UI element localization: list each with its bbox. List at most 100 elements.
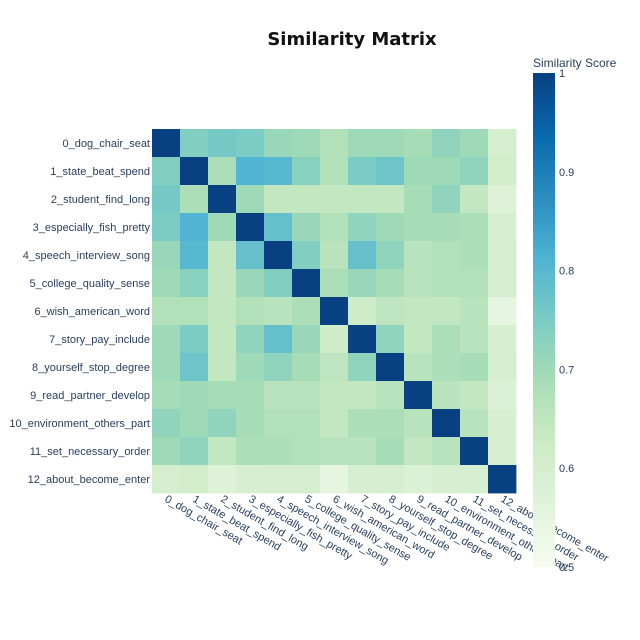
heatmap-cell (320, 437, 349, 466)
heatmap-cell (208, 325, 237, 354)
heatmap-cell (208, 437, 237, 466)
heatmap-cell (208, 213, 237, 242)
heatmap-cell (152, 297, 181, 326)
heatmap-cell (404, 437, 433, 466)
heatmap-cell (404, 409, 433, 438)
heatmap-cell (348, 185, 377, 214)
heatmap-cells (152, 129, 517, 494)
heatmap-cell (376, 325, 405, 354)
heatmap-cell (292, 297, 321, 326)
heatmap-cell (208, 465, 237, 494)
heatmap-cell (432, 213, 461, 242)
heatmap-cell (460, 409, 489, 438)
heatmap-cell (180, 381, 209, 410)
heatmap-cell (292, 465, 321, 494)
colorbar-tick-labels: 0.5 0.6 0.7 0.8 0.9 1 (559, 68, 574, 574)
heatmap-cell (208, 269, 237, 298)
y-tick-label: 12_about_become_enter (28, 474, 151, 486)
heatmap-cell (180, 213, 209, 242)
heatmap-cell (432, 129, 461, 158)
y-tick-label: 4_speech_interview_song (23, 250, 150, 262)
heatmap-cell (152, 353, 181, 382)
heatmap-cell (432, 465, 461, 494)
colorbar-tick-label: 0.6 (559, 463, 574, 475)
heatmap-cell (264, 437, 293, 466)
heatmap-cell (320, 381, 349, 410)
heatmap-cell (236, 409, 265, 438)
y-axis-tick-labels: 0_dog_chair_seat 1_state_beat_spend 2_stud… (9, 138, 150, 486)
heatmap-cell (208, 353, 237, 382)
colorbar-title: Similarity Score (533, 56, 617, 70)
heatmap-cell (320, 241, 349, 270)
heatmap-cell (404, 213, 433, 242)
heatmap-cell (152, 409, 181, 438)
heatmap-cell (264, 157, 293, 186)
heatmap-cell (432, 381, 461, 410)
heatmap-cell (432, 437, 461, 466)
y-tick-label: 1_state_beat_spend (50, 166, 150, 178)
heatmap-cell (236, 381, 265, 410)
heatmap-cell (348, 353, 377, 382)
heatmap-cell (236, 129, 265, 158)
y-tick-label: 2_student_find_long (51, 194, 150, 206)
heatmap-cell (404, 269, 433, 298)
heatmap-cell (236, 269, 265, 298)
heatmap-cell (404, 381, 433, 410)
heatmap-cell (376, 269, 405, 298)
heatmap-cell (292, 325, 321, 354)
y-tick-label: 10_environment_others_part (9, 418, 150, 430)
heatmap-cell (460, 437, 489, 466)
heatmap-cell (264, 269, 293, 298)
heatmap-cell (152, 465, 181, 494)
heatmap-cell (404, 157, 433, 186)
heatmap-cell (348, 129, 377, 158)
heatmap-cell (404, 297, 433, 326)
heatmap-cell (404, 465, 433, 494)
heatmap-cell (320, 129, 349, 158)
colorbar-tick-label: 0.8 (559, 266, 574, 278)
heatmap-cell (208, 185, 237, 214)
heatmap-cell (292, 157, 321, 186)
colorbar-tick-label: 0.5 (559, 562, 574, 574)
heatmap-cell (180, 409, 209, 438)
heatmap-cell (320, 409, 349, 438)
heatmap-cell (152, 213, 181, 242)
heatmap-cell (180, 185, 209, 214)
heatmap-cell (376, 213, 405, 242)
heatmap-cell (488, 297, 517, 326)
heatmap-cell (236, 297, 265, 326)
heatmap-cell (152, 129, 181, 158)
heatmap-cell (180, 129, 209, 158)
heatmap-cell (488, 213, 517, 242)
heatmap-cell (460, 353, 489, 382)
colorbar-tick-label: 0.7 (559, 364, 574, 376)
heatmap-cell (152, 157, 181, 186)
heatmap-cell (292, 241, 321, 270)
heatmap-cell (180, 465, 209, 494)
colorbar-tick-label: 1 (559, 68, 565, 80)
heatmap-cell (376, 353, 405, 382)
heatmap-cell (348, 157, 377, 186)
heatmap-cell (180, 437, 209, 466)
heatmap-cell (320, 185, 349, 214)
heatmap-cell (460, 381, 489, 410)
heatmap-cell (348, 297, 377, 326)
heatmap-cell (180, 297, 209, 326)
heatmap-cell (432, 269, 461, 298)
heatmap-cell (264, 129, 293, 158)
heatmap-cell (460, 297, 489, 326)
colorbar (533, 73, 555, 567)
heatmap-cell (320, 325, 349, 354)
heatmap-cell (292, 129, 321, 158)
heatmap-cell (348, 213, 377, 242)
heatmap-cell (460, 185, 489, 214)
heatmap-cell (180, 325, 209, 354)
heatmap-cell (236, 325, 265, 354)
y-tick-label: 8_yourself_stop_degree (32, 362, 150, 374)
heatmap-cell (460, 213, 489, 242)
heatmap-cell (348, 409, 377, 438)
heatmap-cell (320, 297, 349, 326)
heatmap-cell (460, 465, 489, 494)
heatmap-cell (152, 437, 181, 466)
